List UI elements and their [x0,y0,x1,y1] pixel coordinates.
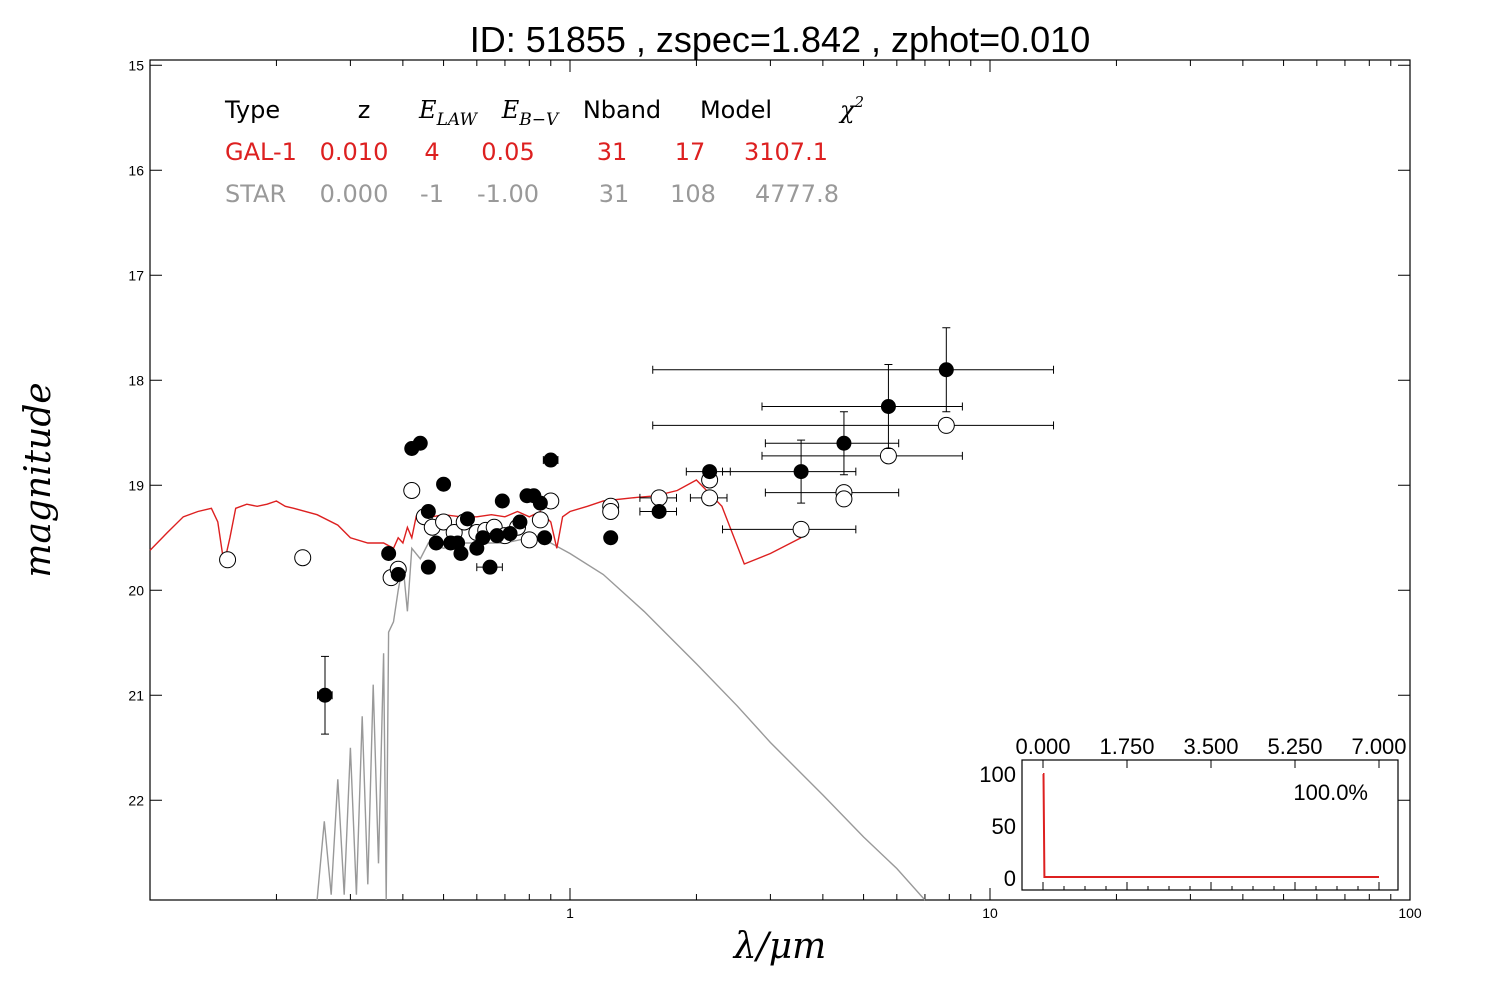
legend-cell-star: STAR [225,180,286,208]
model-point [835,490,853,508]
model-point [403,482,421,499]
observed-point [543,452,559,468]
pdf-inset: 0.000 1.750 3.500 5.250 7.000 100 50 0 100.0% [979,734,1406,891]
y-tick-label: 16 [128,162,144,178]
observed-point [537,530,553,546]
legend-cell-star: 31 [599,180,630,208]
observed-point [420,559,436,575]
inset-x-tick-label: 5.250 [1267,734,1322,759]
y-axis-label: magnitude [18,382,59,577]
observed-point [836,435,852,451]
model-point [531,511,549,529]
observed-point [880,399,896,414]
plot-frame [149,59,1411,901]
model-point [602,503,620,520]
legend-cell-star: -1.00 [477,180,539,208]
model-point [294,549,312,567]
legend-table: Type z ELAW EB−V Nband Model χ2 GAL-1 0.010 4 0.05… [224,93,864,208]
legend-header: Nband [583,96,661,124]
legend-header: EB−V [501,96,560,130]
observed-point [390,567,406,582]
y-tick-label: 17 [128,267,144,283]
observed-point [428,535,444,551]
y-tick-label: 22 [128,792,144,808]
inset-y-tick-label: 50 [992,814,1016,839]
legend-header: Model [700,96,772,124]
model-point [879,447,897,465]
observed-point [317,687,333,703]
legend-cell-gal-1: 0.05 [481,138,534,166]
x-tick-label: 1 [566,905,574,921]
observed-point [702,464,718,480]
y-tick-label: 19 [128,477,144,493]
observed-point [453,546,469,561]
inset-y-tick-label: 100 [979,762,1016,787]
legend-cell-star: 0.000 [320,180,389,208]
x-axis-label: λ/μm [732,926,826,967]
observed-point [420,504,436,519]
legend-cell-gal-1: 0.010 [320,138,389,166]
observed-point [475,530,491,546]
observed-point [489,528,505,544]
inset-x-tick-label: 0.000 [1015,734,1070,759]
legend-cell-gal-1: GAL-1 [225,138,297,166]
legend-cell-gal-1: 17 [675,138,706,166]
inset-x-tick-label: 1.750 [1099,734,1154,759]
y-tick-label: 18 [128,372,144,388]
model-point [520,531,538,549]
x-tick-label: 100 [1398,905,1422,921]
chart-title: ID: 51855 , zspec=1.842 , zphot=0.010 [470,19,1090,60]
model-point [219,551,237,569]
inset-y-tick-label: 0 [1004,866,1016,891]
y-tick-label: 21 [128,687,144,703]
legend-cell-star: -1 [420,180,444,208]
legend-cell-gal-1: 4 [424,138,439,166]
observed-point [436,476,452,492]
model-point [701,489,719,507]
y-tick-label: 20 [128,582,144,598]
observed-point [494,493,510,509]
legend-header: Type [224,96,280,124]
inset-pdf-curve [1042,773,1379,878]
observed-point [938,362,954,378]
points-layer [219,327,1055,735]
legend-cell-star: 108 [670,180,716,208]
observed-point [603,530,619,546]
y-tick-label: 15 [128,57,144,73]
observed-point [651,504,667,519]
inset-x-tick-label: 3.500 [1183,734,1238,759]
legend-header: ELAW [418,96,478,130]
axes-layer: 1 10 100 15 16 17 18 19 20 21 22 [128,57,1421,921]
model-point [435,513,453,531]
curves-layer [149,479,926,901]
observed-point [459,511,475,527]
inset-x-tick-label: 7.000 [1351,734,1406,759]
observed-point [381,546,397,561]
observed-point [412,435,428,451]
observed-point [502,526,518,542]
legend-cell-gal-1: 3107.1 [744,138,828,166]
inset-frame [1021,759,1399,891]
legend-header: z [358,96,371,124]
observed-point [482,559,498,575]
legend-header: χ2 [838,93,864,124]
x-tick-label: 10 [982,905,998,921]
observed-point [512,514,528,530]
legend-cell-gal-1: 31 [597,138,628,166]
model-point [792,520,810,538]
inset-peak-label: 100.0% [1293,780,1368,805]
star-template-curve [316,537,926,901]
model-point [937,416,955,434]
model-point [650,489,668,507]
observed-point [793,464,809,480]
observed-point [532,495,548,511]
legend-cell-star: 4777.8 [755,180,839,208]
